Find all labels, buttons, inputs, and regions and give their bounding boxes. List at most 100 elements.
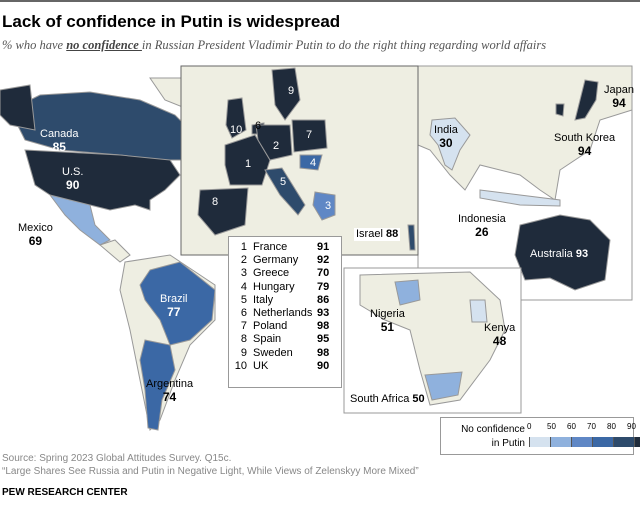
map-number-netherlands: 6	[255, 120, 262, 132]
chart-title: Lack of confidence in Putin is widesprea…	[2, 12, 341, 31]
country-brazil	[139, 261, 216, 346]
label-indonesia: Indonesia 26	[458, 213, 506, 239]
country-israel	[407, 224, 416, 251]
country-germany	[255, 124, 293, 161]
label-canada: Canada 85	[40, 128, 79, 154]
country-india	[429, 117, 471, 171]
list-value: 90	[317, 359, 330, 372]
land-africa	[359, 271, 506, 406]
legend-bar	[529, 437, 640, 447]
legend-tick: 90	[627, 422, 636, 431]
country-hungary	[299, 154, 323, 171]
map-number-hungary: 4	[310, 157, 317, 169]
label-nigeria: Nigeria 51	[370, 308, 405, 334]
label-australia: Australia 93	[530, 248, 589, 260]
list-country: Spain	[253, 333, 282, 346]
list-value: 92	[317, 254, 330, 267]
list-item: 3 Greece 70	[233, 267, 341, 280]
list-index: 4	[240, 280, 247, 293]
map-number-uk: 10	[230, 124, 243, 136]
footer-logo: PEW RESEARCH CENTER	[2, 487, 128, 498]
country-poland	[291, 119, 328, 153]
label-argentina: Argentina 74	[146, 378, 194, 404]
country-south-korea	[555, 103, 565, 117]
map-number-france: 1	[245, 158, 252, 170]
country-france	[224, 134, 271, 186]
country-alaska	[0, 84, 36, 131]
top-rule	[0, 0, 640, 2]
list-item: 9 Sweden 98	[233, 347, 341, 360]
label-israel: Israel 88	[354, 228, 401, 241]
country-sweden	[271, 67, 301, 121]
list-item: 6 Netherlands 93	[233, 307, 341, 320]
label-brazil: Brazil 77	[160, 293, 188, 319]
label-japan: Japan 94	[604, 84, 634, 110]
list-country: France	[253, 241, 288, 253]
country-uk	[225, 97, 247, 139]
list-index: 6	[240, 306, 247, 319]
list-item: 1 France 91	[233, 241, 341, 254]
list-value: 70	[317, 267, 330, 280]
legend-bin-80-90	[614, 437, 635, 447]
legend-tick: 70	[587, 422, 596, 431]
list-item: 2 Germany 92	[233, 254, 341, 267]
country-us	[24, 149, 181, 211]
country-kenya	[469, 299, 488, 323]
list-country: Sweden	[253, 346, 293, 359]
country-canada	[9, 91, 196, 161]
list-country: Poland	[253, 320, 288, 333]
list-index: 10	[234, 359, 247, 372]
label-us: U.S. 90	[62, 166, 84, 192]
label-south-africa: South Africa 50	[350, 393, 425, 405]
list-country: Germany	[253, 254, 299, 267]
list-index: 2	[240, 254, 247, 267]
list-item: 8 Spain 95	[233, 333, 341, 346]
list-value: 79	[317, 280, 330, 293]
list-index: 5	[240, 293, 247, 306]
legend-tick: 80	[607, 422, 616, 431]
country-japan	[574, 79, 599, 121]
list-value: 95	[317, 333, 330, 346]
list-country: UK	[253, 359, 269, 372]
legend-title: No confidence in Putin	[461, 424, 525, 449]
country-mexico	[48, 194, 111, 246]
list-item: 10 UK 90	[233, 360, 341, 373]
land-asia	[417, 65, 633, 201]
country-indonesia	[479, 189, 561, 207]
country-south-africa	[424, 371, 463, 401]
map-number-germany: 2	[273, 140, 280, 152]
source-note: Source: Spring 2023 Global Attitudes Sur…	[2, 453, 419, 477]
label-kenya: Kenya 48	[484, 322, 516, 348]
list-value: 86	[317, 293, 330, 306]
map-number-italy: 5	[280, 176, 287, 188]
list-value: 98	[317, 320, 330, 333]
land-central-america	[99, 239, 131, 263]
map-number-poland: 7	[306, 129, 313, 141]
country-greece	[312, 191, 336, 221]
list-index: 7	[240, 320, 247, 333]
legend-tick: 0	[527, 422, 532, 431]
label-south-korea: South Korea 94	[554, 132, 616, 158]
map-number-spain: 8	[212, 196, 219, 208]
map-number-sweden: 9	[288, 85, 295, 97]
list-country: Italy	[253, 293, 274, 306]
country-nigeria	[394, 279, 421, 306]
legend-bin-60-70	[572, 437, 593, 447]
europe-list: 1 France 91 2 Germany 92 3 Greece 70 4 Hungary 79 5 I…	[228, 236, 342, 388]
legend-tick: 50	[547, 422, 556, 431]
list-value: 93	[317, 306, 330, 319]
list-index: 3	[240, 267, 247, 280]
label-india: India 30	[434, 124, 458, 150]
legend-bin-50-60	[551, 437, 572, 447]
list-country: Hungary	[253, 280, 295, 293]
legend-bin-70-80	[593, 437, 614, 447]
list-country: Greece	[253, 267, 290, 280]
label-mexico: Mexico 69	[18, 222, 53, 248]
list-value: 98	[317, 346, 330, 359]
list-item: 5 Italy 86	[233, 294, 341, 307]
list-value: 91	[317, 241, 330, 253]
country-argentina	[139, 339, 176, 431]
